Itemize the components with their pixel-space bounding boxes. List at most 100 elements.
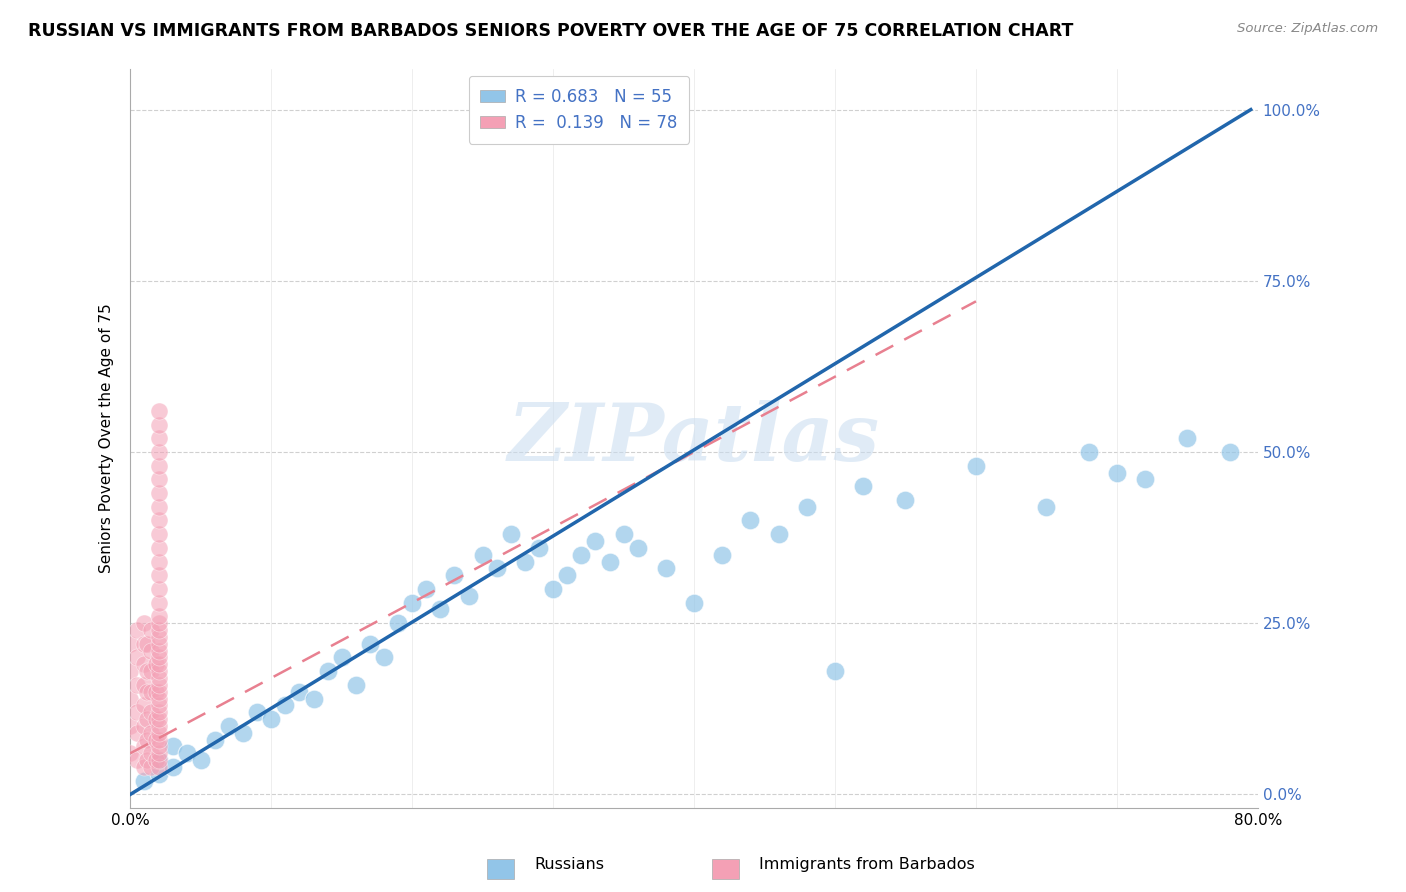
Point [134,657,156,672]
Point [141,623,163,637]
Point [134,678,156,692]
Point [471,548,494,562]
Point [541,582,564,596]
Point [148,458,170,473]
Point [148,691,170,706]
Point [148,650,170,665]
Point [134,719,156,733]
Point [120,719,142,733]
Point [141,705,163,719]
Point [120,637,142,651]
Point [768,527,790,541]
Point [148,678,170,692]
Point [162,760,184,774]
Point [148,719,170,733]
Point [134,760,156,774]
Point [1035,500,1057,514]
Point [330,650,353,665]
Point [148,431,170,445]
Point [1105,466,1128,480]
Point [120,747,142,761]
Point [148,753,170,767]
Point [148,657,170,672]
Point [127,725,149,739]
Point [136,664,159,678]
Point [232,725,254,739]
Legend: R = 0.683   N = 55, R =  0.139   N = 78: R = 0.683 N = 55, R = 0.139 N = 78 [468,76,689,144]
Point [527,541,550,555]
Point [148,630,170,644]
Point [148,582,170,596]
Point [569,548,592,562]
Point [148,705,170,719]
Point [141,747,163,761]
Point [148,739,170,754]
Point [127,678,149,692]
Point [127,650,149,665]
Point [711,548,734,562]
Point [148,596,170,610]
Point [148,417,170,432]
Point [148,637,170,651]
Point [148,616,170,631]
Point [796,500,818,514]
Point [274,698,297,713]
Point [457,589,479,603]
Point [599,555,621,569]
Point [260,712,283,726]
Point [148,732,170,747]
Point [148,609,170,624]
Point [288,684,311,698]
Point [134,773,156,788]
Point [145,657,167,672]
Point [136,637,159,651]
Text: RUSSIAN VS IMMIGRANTS FROM BARBADOS SENIORS POVERTY OVER THE AGE OF 75 CORRELATI: RUSSIAN VS IMMIGRANTS FROM BARBADOS SENI… [28,22,1074,40]
Point [127,705,149,719]
Point [852,479,875,493]
Point [136,712,159,726]
Point [148,753,170,767]
Point [1077,445,1099,459]
Point [655,561,678,575]
Point [513,555,536,569]
Text: Source: ZipAtlas.com: Source: ZipAtlas.com [1237,22,1378,36]
Point [485,561,508,575]
Point [190,753,212,767]
Point [141,664,163,678]
Point [148,568,170,582]
Point [415,582,437,596]
Point [145,753,167,767]
Bar [711,859,740,879]
Point [344,678,367,692]
Point [894,492,917,507]
Point [148,472,170,486]
Point [148,725,170,739]
Point [120,664,142,678]
Point [148,623,170,637]
Point [176,747,198,761]
Point [134,637,156,651]
Point [302,691,325,706]
Point [148,555,170,569]
Point [141,760,163,774]
Point [136,684,159,698]
Point [583,534,606,549]
Bar [486,859,515,879]
Text: ZIPatlas: ZIPatlas [508,400,880,477]
Point [401,596,423,610]
Point [134,698,156,713]
Point [824,664,846,678]
Point [148,541,170,555]
Point [136,732,159,747]
Point [141,725,163,739]
Point [1219,445,1241,459]
Point [148,684,170,698]
Point [127,623,149,637]
Point [148,712,170,726]
Point [120,691,142,706]
Point [148,513,170,527]
Point [127,753,149,767]
Point [141,643,163,657]
Point [246,705,269,719]
Point [613,527,636,541]
